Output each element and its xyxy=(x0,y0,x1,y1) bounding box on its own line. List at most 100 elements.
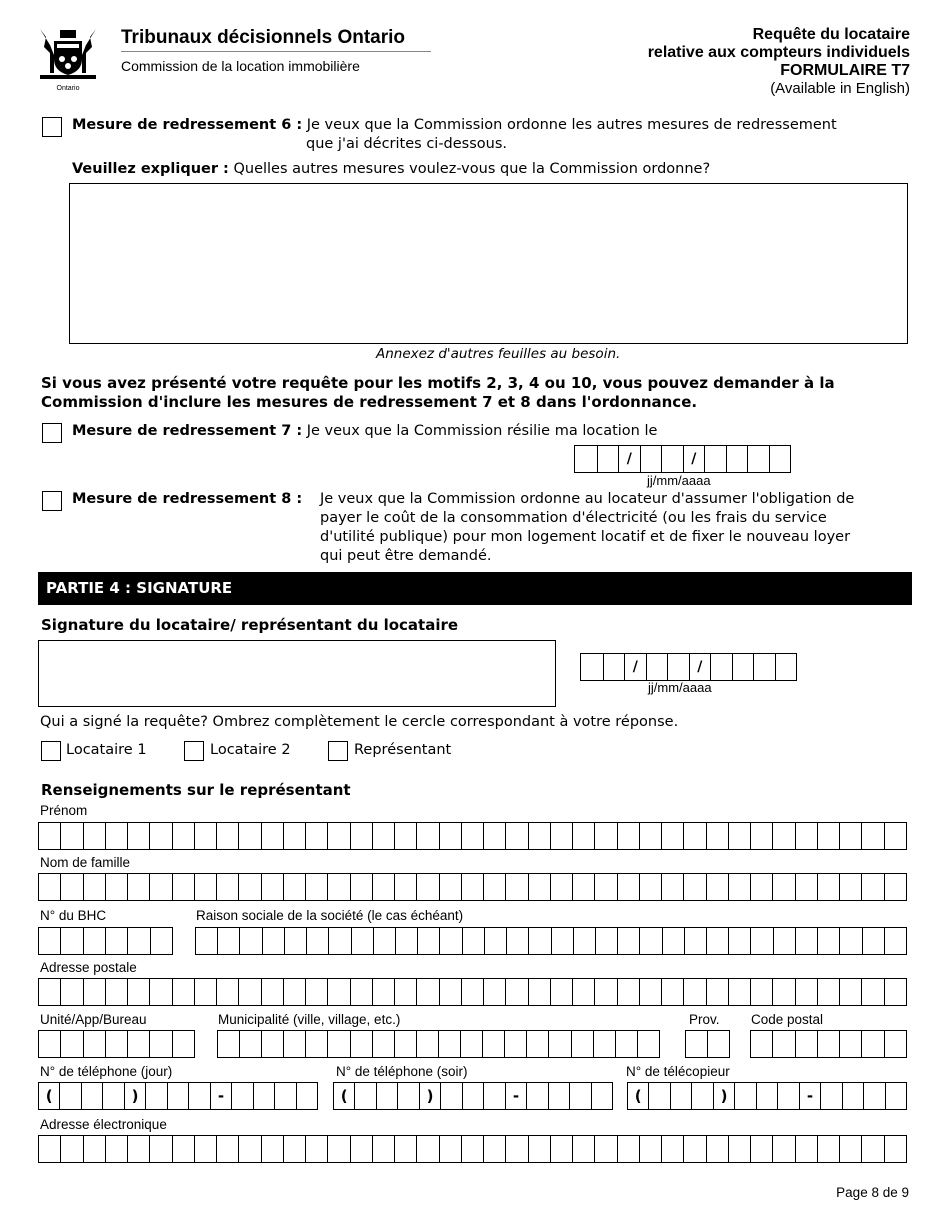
char-cell[interactable] xyxy=(777,1083,798,1109)
char-cell[interactable] xyxy=(349,874,372,900)
char-cell[interactable] xyxy=(483,979,505,1005)
char-cell[interactable] xyxy=(371,1136,394,1162)
char-cell[interactable] xyxy=(149,823,171,849)
char-cell[interactable] xyxy=(570,1031,593,1057)
char-cell[interactable] xyxy=(727,823,750,849)
postal-code-field[interactable] xyxy=(750,1030,907,1058)
char-cell[interactable] xyxy=(394,823,416,849)
char-cell[interactable] xyxy=(750,979,772,1005)
char-cell[interactable] xyxy=(861,874,883,900)
last-name-field[interactable] xyxy=(38,873,907,901)
date-cell[interactable] xyxy=(661,446,683,472)
char-cell[interactable] xyxy=(705,874,728,900)
char-cell[interactable] xyxy=(305,979,327,1005)
char-cell[interactable] xyxy=(80,1083,102,1109)
char-cell[interactable] xyxy=(460,1031,482,1057)
char-cell[interactable] xyxy=(127,874,149,900)
date-cell[interactable]: / xyxy=(624,654,646,680)
char-cell[interactable] xyxy=(193,1136,216,1162)
char-cell[interactable] xyxy=(39,823,60,849)
char-cell[interactable] xyxy=(839,1136,861,1162)
char-cell[interactable] xyxy=(549,1136,572,1162)
char-cell[interactable] xyxy=(772,979,794,1005)
char-cell[interactable] xyxy=(616,874,639,900)
char-cell[interactable] xyxy=(394,1136,416,1162)
signature-date-field[interactable]: / / xyxy=(580,653,797,681)
char-cell[interactable] xyxy=(751,1031,772,1057)
char-cell[interactable] xyxy=(883,823,906,849)
char-cell[interactable] xyxy=(60,928,82,954)
char-cell[interactable] xyxy=(527,1136,550,1162)
date-cell[interactable] xyxy=(667,654,689,680)
char-cell[interactable] xyxy=(816,1031,839,1057)
char-cell[interactable] xyxy=(883,874,906,900)
char-cell[interactable] xyxy=(217,928,239,954)
char-cell[interactable] xyxy=(548,1031,570,1057)
char-cell[interactable] xyxy=(839,1031,861,1057)
char-cell[interactable] xyxy=(661,874,683,900)
char-cell[interactable] xyxy=(438,979,461,1005)
char-cell[interactable] xyxy=(669,1083,691,1109)
char-cell[interactable] xyxy=(166,1083,188,1109)
char-cell[interactable] xyxy=(550,928,573,954)
char-cell[interactable] xyxy=(417,928,439,954)
char-cell[interactable] xyxy=(794,1031,817,1057)
char-cell[interactable] xyxy=(883,928,906,954)
char-cell[interactable] xyxy=(260,1136,283,1162)
char-cell[interactable] xyxy=(171,1031,194,1057)
date-cell[interactable] xyxy=(774,654,797,680)
char-cell[interactable] xyxy=(460,979,483,1005)
remedy6-checkbox[interactable] xyxy=(42,117,62,137)
lso-number-field[interactable] xyxy=(38,927,173,955)
char-cell[interactable] xyxy=(526,1031,548,1057)
char-cell[interactable] xyxy=(260,979,283,1005)
char-cell[interactable] xyxy=(705,979,728,1005)
char-cell[interactable] xyxy=(39,874,60,900)
char-cell[interactable] xyxy=(349,1031,372,1057)
char-cell[interactable] xyxy=(461,928,484,954)
char-cell[interactable] xyxy=(149,979,171,1005)
char-cell[interactable] xyxy=(349,979,372,1005)
char-cell[interactable] xyxy=(145,1083,166,1109)
char-cell[interactable] xyxy=(231,1083,252,1109)
char-cell[interactable] xyxy=(794,874,817,900)
char-cell[interactable] xyxy=(616,979,639,1005)
date-cell[interactable] xyxy=(725,446,748,472)
email-field[interactable] xyxy=(38,1135,907,1163)
char-cell[interactable] xyxy=(327,1031,349,1057)
char-cell[interactable] xyxy=(171,979,194,1005)
char-cell[interactable] xyxy=(617,928,639,954)
char-cell[interactable] xyxy=(261,928,284,954)
date-cell[interactable] xyxy=(581,654,603,680)
char-cell[interactable] xyxy=(394,874,416,900)
char-cell[interactable] xyxy=(327,874,349,900)
char-cell[interactable] xyxy=(327,979,349,1005)
char-cell[interactable] xyxy=(372,928,395,954)
char-cell[interactable] xyxy=(393,1031,416,1057)
first-name-field[interactable] xyxy=(38,822,907,850)
char-cell[interactable] xyxy=(60,874,82,900)
char-cell[interactable] xyxy=(438,874,461,900)
char-cell[interactable] xyxy=(706,928,728,954)
char-cell[interactable] xyxy=(839,928,861,954)
char-cell[interactable] xyxy=(438,823,461,849)
date-cell[interactable]: / xyxy=(688,654,711,680)
char-cell[interactable] xyxy=(238,874,260,900)
char-cell[interactable] xyxy=(883,1031,906,1057)
char-cell[interactable] xyxy=(816,823,839,849)
char-cell[interactable] xyxy=(371,1031,394,1057)
char-cell[interactable] xyxy=(416,874,438,900)
char-cell[interactable]: - xyxy=(504,1083,526,1109)
char-cell[interactable] xyxy=(104,874,127,900)
char-cell[interactable] xyxy=(691,1083,712,1109)
char-cell[interactable] xyxy=(371,979,394,1005)
char-cell[interactable] xyxy=(772,874,794,900)
signature-field[interactable] xyxy=(38,640,556,707)
char-cell[interactable] xyxy=(750,823,772,849)
char-cell[interactable] xyxy=(306,928,328,954)
char-cell[interactable] xyxy=(616,1136,639,1162)
char-cell[interactable] xyxy=(375,1083,397,1109)
char-cell[interactable] xyxy=(188,1083,209,1109)
char-cell[interactable] xyxy=(547,1083,569,1109)
date-cell[interactable]: / xyxy=(682,446,705,472)
